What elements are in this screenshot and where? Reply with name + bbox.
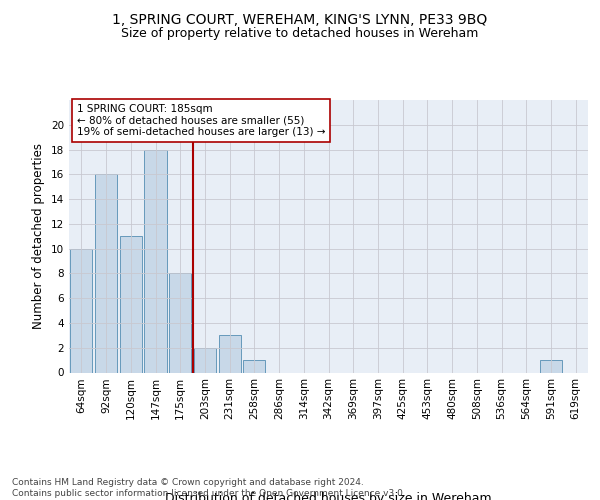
Text: Contains HM Land Registry data © Crown copyright and database right 2024.
Contai: Contains HM Land Registry data © Crown c… [12, 478, 406, 498]
Bar [70, 248, 92, 372]
Bar [194, 348, 216, 372]
Text: 1, SPRING COURT, WEREHAM, KING'S LYNN, PE33 9BQ: 1, SPRING COURT, WEREHAM, KING'S LYNN, P… [112, 12, 488, 26]
Text: 1 SPRING COURT: 185sqm
← 80% of detached houses are smaller (55)
19% of semi-det: 1 SPRING COURT: 185sqm ← 80% of detached… [77, 104, 325, 138]
Bar [95, 174, 117, 372]
Bar [540, 360, 562, 372]
Text: Size of property relative to detached houses in Wereham: Size of property relative to detached ho… [121, 28, 479, 40]
Bar [243, 360, 265, 372]
Bar [169, 274, 191, 372]
Bar [145, 150, 167, 372]
Bar [119, 236, 142, 372]
Bar [218, 336, 241, 372]
Y-axis label: Number of detached properties: Number of detached properties [32, 143, 46, 329]
X-axis label: Distribution of detached houses by size in Wereham: Distribution of detached houses by size … [165, 492, 492, 500]
